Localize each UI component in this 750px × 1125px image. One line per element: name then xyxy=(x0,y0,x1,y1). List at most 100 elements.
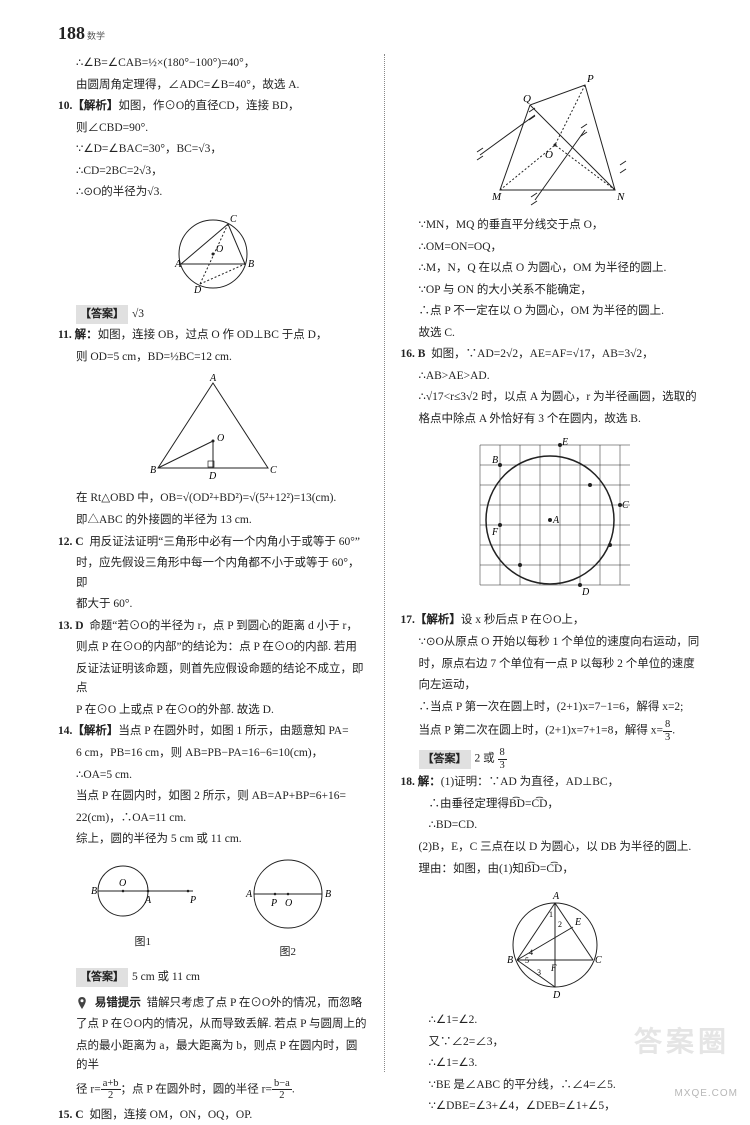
watermark-url: MXQE.COM xyxy=(674,1085,738,1102)
svg-text:D: D xyxy=(552,990,561,1001)
svg-text:A: A xyxy=(552,891,560,902)
svg-text:D: D xyxy=(581,587,590,598)
q13: 13. D 命题“若⊙O的半径为 r，点 P 到圆心的距离 d 小于 r， xyxy=(58,617,368,637)
q18: 18. 解：(1)证明：∵AD 为直径，AD⊥BC， xyxy=(401,773,711,793)
text: ∴M，N，Q 在以点 O 为圆心，OM 为半径的圆上. xyxy=(401,259,711,279)
answer-14: 【答案】5 cm 或 11 cm xyxy=(58,968,368,988)
left-column: ∴∠B=∠CAB=½×(180°−100°)=40°， 由圆周角定理得，∠ADC… xyxy=(58,54,368,1072)
text: 综上，圆的半径为 5 cm 或 11 cm. xyxy=(58,830,368,850)
text: P 在⊙O 上或点 P 在⊙O的外部. 故选 D. xyxy=(58,701,368,721)
text: 向左运动， xyxy=(401,676,711,696)
svg-text:E: E xyxy=(574,917,581,928)
text: 了点 P 在⊙O内的情况，从而导致丢解. 若点 P 与圆周上的 xyxy=(58,1015,368,1035)
svg-text:E: E xyxy=(561,437,568,448)
svg-text:N: N xyxy=(616,191,625,203)
text: ∴点 P 不一定在以 O 为圆心，OM 为半径的圆上. xyxy=(401,302,711,322)
text: 则 OD=5 cm，BD=½BC=12 cm. xyxy=(58,348,368,368)
text: ∴OA=5 cm. xyxy=(58,766,368,786)
svg-text:D: D xyxy=(208,471,217,482)
text: ∵⊙O从原点 O 开始以每秒 1 个单位的速度向右运动，同 xyxy=(401,633,711,653)
figure-16: A B E C D F xyxy=(401,435,711,605)
answer-10: 【答案】√3 xyxy=(58,305,368,325)
column-divider xyxy=(384,54,385,1072)
figure-14: B O A P 图1 A B P O 图2 xyxy=(58,856,368,962)
text: 时，原点右边 7 个单位有一点 P 以每秒 2 个单位的速度 xyxy=(401,655,711,675)
text: 时，应先假设三角形中每一个内角都不小于或等于 60°，即 xyxy=(58,554,368,593)
q14: 14.【解析】当点 P 在圆外时，如图 1 所示，由题意知 PA= xyxy=(58,722,368,742)
text: 反证法证明该命题，则首先应假设命题的结论不成立，即点 xyxy=(58,660,368,699)
svg-text:A: A xyxy=(174,259,182,270)
svg-text:O: O xyxy=(285,898,292,909)
svg-text:O: O xyxy=(217,433,224,444)
q10: 10.【解析】如图，作⊙O的直径CD，连接 BD， xyxy=(58,97,368,117)
text: 22(cm)，∴OA=11 cm. xyxy=(58,809,368,829)
svg-text:A: A xyxy=(209,373,217,384)
svg-text:C: C xyxy=(622,500,629,511)
svg-text:1: 1 xyxy=(549,910,553,919)
svg-text:P: P xyxy=(270,898,277,909)
svg-text:2: 2 xyxy=(558,920,562,929)
text: 都大于 60°. xyxy=(58,595,368,615)
text: ∴AB>AE>AD. xyxy=(401,367,711,387)
text: 当点 P 第二次在圆上时，(2+1)x=7+1=8，解得 x=83. xyxy=(401,719,711,743)
text: ∴当点 P 第一次在圆上时，(2+1)x=7−1=6，解得 x=2; xyxy=(401,698,711,718)
svg-text:B: B xyxy=(492,455,498,466)
text: ∴OM=ON=OQ， xyxy=(401,238,711,258)
text: ∵MN，MQ 的垂直平分线交于点 O， xyxy=(401,216,711,236)
svg-text:Q: Q xyxy=(523,93,531,105)
svg-text:B: B xyxy=(325,889,331,900)
q17: 17.【解析】设 x 秒后点 P 在⊙O上， xyxy=(401,611,711,631)
svg-text:P: P xyxy=(586,73,594,85)
text: 由圆周角定理得，∠ADC=∠B=40°，故选 A. xyxy=(58,76,368,96)
text: 6 cm，PB=16 cm，则 AB=PB−PA=16−6=10(cm)， xyxy=(58,744,368,764)
text: 则点 P 在⊙O的内部”的结论为：点 P 在⊙O的内部. 若用 xyxy=(58,638,368,658)
text: 故选 C. xyxy=(401,324,711,344)
figure-18: A B C D E F 1 2 3 4 5 xyxy=(401,885,711,1005)
svg-text:3: 3 xyxy=(537,968,541,977)
text: 在 Rt△OBD 中，OB=√(OD²+BD²)=√(5²+12²)=13(cm… xyxy=(58,489,368,509)
text: ∴由垂径定理得B͡D=C͡D， xyxy=(401,795,711,815)
hint: 易错提示 错解只考虑了点 P 在⊙O外的情况，而忽略 xyxy=(58,994,368,1014)
text: 即△ABC 的外接圆的半径为 13 cm. xyxy=(58,511,368,531)
q16: 16. B 如图，∵AD=2√2，AE=AF=√17，AB=3√2， xyxy=(401,345,711,365)
svg-text:M: M xyxy=(491,191,502,203)
svg-text:5: 5 xyxy=(525,956,529,965)
svg-text:D: D xyxy=(193,285,202,296)
svg-text:B: B xyxy=(91,886,97,897)
text: ∵BE 是∠ABC 的平分线，∴∠4=∠5. xyxy=(401,1076,711,1096)
svg-text:4: 4 xyxy=(529,948,533,957)
text: ∴CD=2BC=2√3， xyxy=(58,162,368,182)
svg-text:A: A xyxy=(552,515,560,526)
text: 当点 P 在圆内时，如图 2 所示，则 AB=AP+BP=6+16= xyxy=(58,787,368,807)
svg-text:O: O xyxy=(545,149,553,161)
svg-text:O: O xyxy=(216,244,223,255)
svg-text:A: A xyxy=(245,889,253,900)
text: ∴BD=CD. xyxy=(401,816,711,836)
text: 点的最小距离为 a，最大距离为 b，则点 P 在圆内时，圆的半 xyxy=(58,1037,368,1076)
svg-text:C: C xyxy=(595,955,602,966)
text: 则∠CBD=90°. xyxy=(58,119,368,139)
right-column: M N Q P O ∵MN，MQ 的垂直平分线交于点 O， ∴OM=ON=OQ，… xyxy=(401,54,711,1072)
svg-text:A: A xyxy=(144,895,152,906)
pin-icon xyxy=(76,997,88,1009)
svg-text:C: C xyxy=(230,214,237,225)
svg-text:P: P xyxy=(189,895,196,906)
svg-text:O: O xyxy=(119,878,126,889)
q12: 12. C 用反证法证明“三角形中必有一个内角小于或等于 60°” xyxy=(58,533,368,553)
svg-text:F: F xyxy=(550,963,557,973)
q15: 15. C 如图，连接 OM，ON，OQ，OP. xyxy=(58,1106,368,1125)
svg-text:C: C xyxy=(270,465,277,476)
text: ∵∠DBE=∠3+∠4，∠DEB=∠1+∠5， xyxy=(401,1097,711,1117)
svg-text:B: B xyxy=(507,955,513,966)
text: ∴⊙O的半径为√3. xyxy=(58,183,368,203)
text: ∵OP 与 ON 的大小关系不能确定， xyxy=(401,281,711,301)
answer-17: 【答案】2 或 83 xyxy=(401,747,711,771)
svg-text:B: B xyxy=(248,259,254,270)
text: ∵∠D=∠BAC=30°，BC=√3， xyxy=(58,140,368,160)
text: ∴√17<r≤3√2 时，以点 A 为圆心，r 为半径画圆，选取的 xyxy=(401,388,711,408)
text: 格点中除点 A 外恰好有 3 个在圆内，故选 B. xyxy=(401,410,711,430)
text: (2)B，E，C 三点在以 D 为圆心，以 DB 为半径的圆上. xyxy=(401,838,711,858)
text: 径 r=a+b2；点 P 在圆外时，圆的半径 r=b−a2. xyxy=(58,1078,368,1102)
q11: 11. 解：如图，连接 OB，过点 O 作 OD⊥BC 于点 D， xyxy=(58,326,368,346)
figure-15: M N Q P O xyxy=(401,60,711,210)
